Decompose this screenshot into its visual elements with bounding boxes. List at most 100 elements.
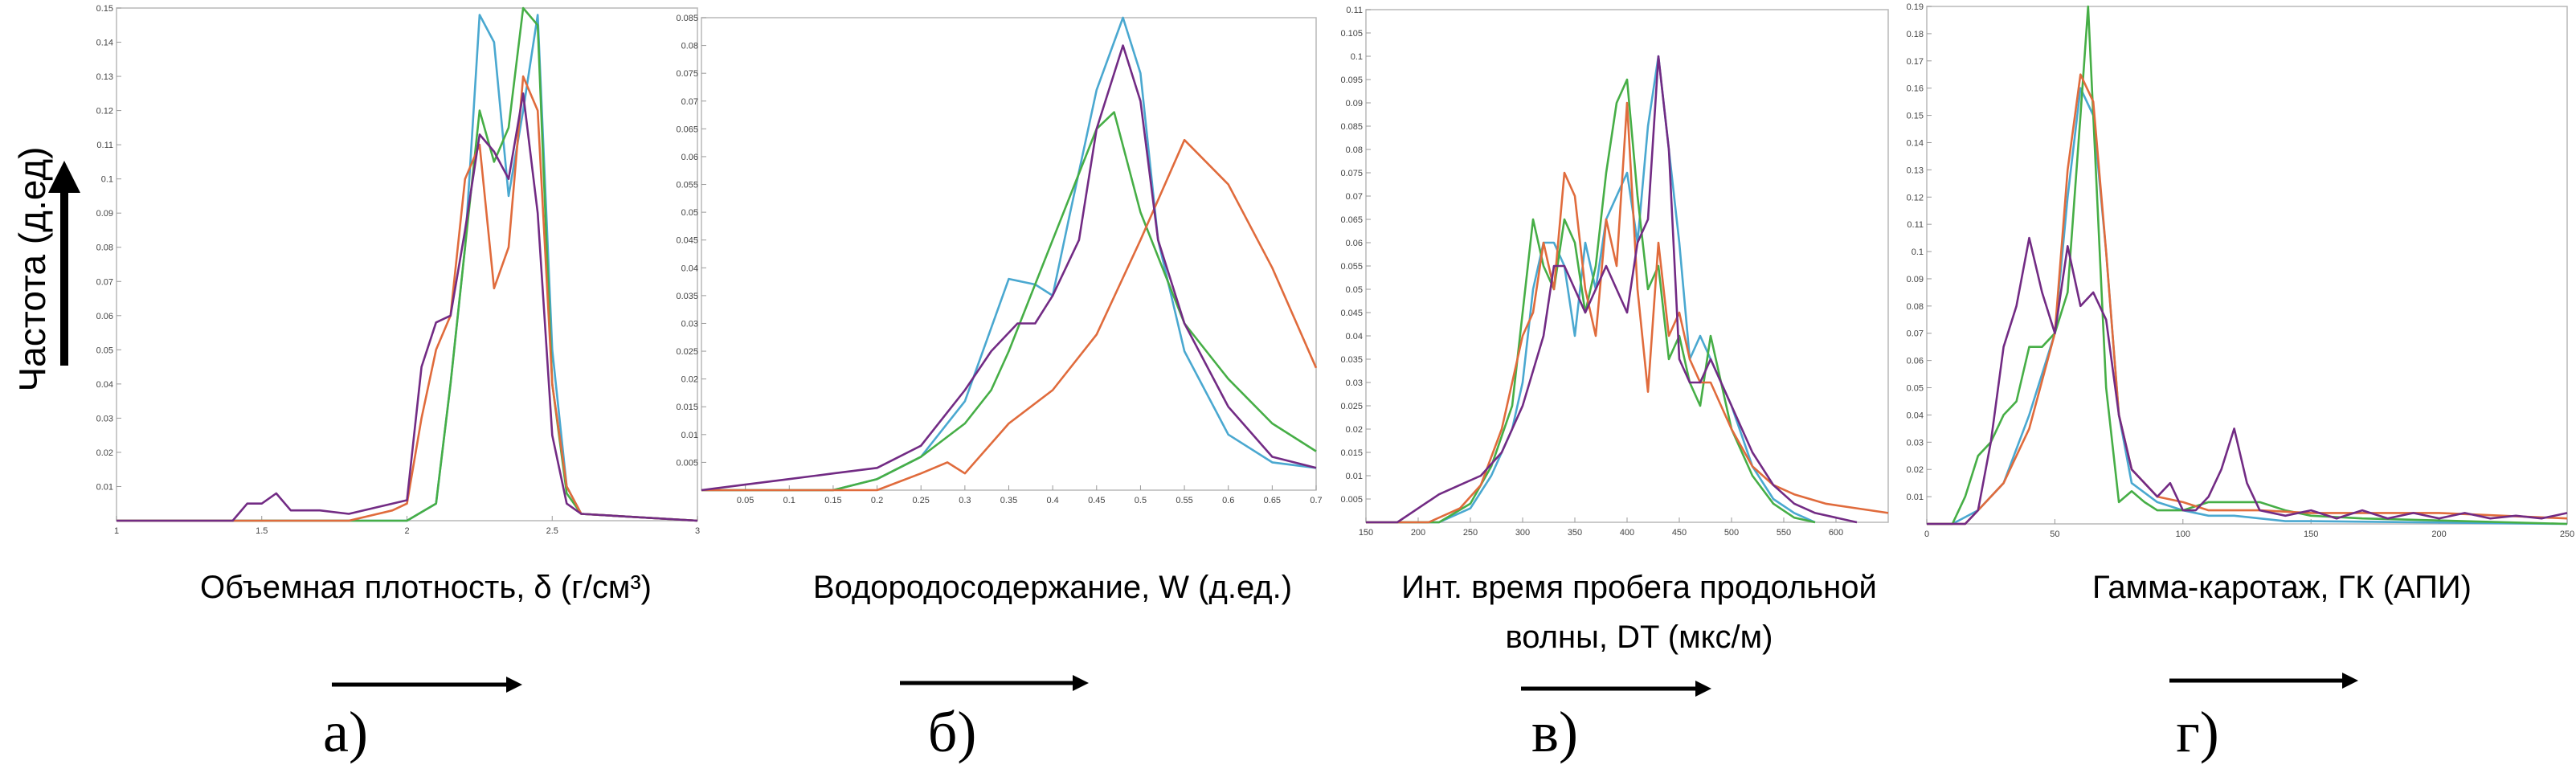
x-tick-label: 450 (1672, 528, 1687, 538)
panel-c-label: в) (1531, 700, 1578, 764)
series-line-2 (1366, 78, 1816, 524)
y-tick-label: 0.07 (96, 277, 113, 287)
y-tick-label: 0.08 (1907, 302, 1924, 312)
y-tick-label: 0.015 (1340, 448, 1363, 458)
y-tick-label: 0.095 (1340, 76, 1363, 85)
y-tick-label: 0.055 (1340, 262, 1363, 272)
x-tick-label: 0.1 (783, 496, 795, 505)
y-tick-label: 0.035 (1340, 355, 1363, 365)
y-tick-label: 0.025 (676, 347, 698, 357)
y-tick-label: 0.04 (1907, 411, 1924, 420)
x-tick-label: 200 (1411, 528, 1425, 538)
y-tick-label: 0.01 (96, 482, 113, 492)
series-line-4 (701, 44, 1317, 492)
panel-d: 0.01 0.02 0.03 0.04 0.05 0.06 0.07 0.08 0.09 0.1 0… (1907, 2, 2575, 539)
y-tick-label: 0.015 (676, 403, 698, 412)
y-tick-label: 0.13 (1907, 166, 1924, 175)
series-line-3 (701, 138, 1318, 492)
y-tick-label: 0.14 (96, 39, 113, 48)
series-line-4 (1366, 55, 1858, 524)
x-tick-label: 100 (2176, 530, 2190, 539)
x-tick-label: 3 (695, 526, 700, 536)
y-tick-label: 0.055 (676, 181, 698, 190)
y-tick-label: 0.06 (1346, 239, 1363, 248)
x-tick-label: 550 (1777, 528, 1791, 538)
y-tick-label: 0.09 (96, 209, 113, 219)
panel-a-x-axis-title: Объемная плотность, δ (г/см³) (200, 570, 652, 605)
y-tick-label: 0.03 (1907, 438, 1924, 448)
y-tick-label: 0.04 (1346, 332, 1363, 342)
x-tick-label: 500 (1724, 528, 1739, 538)
y-tick-label: 0.04 (681, 264, 698, 273)
x-tick-label: 300 (1515, 528, 1530, 538)
panel-b-frame (701, 17, 1317, 491)
y-tick-label: 0.15 (96, 4, 113, 14)
x-tick-label: 0.3 (959, 496, 971, 505)
y-tick-label: 0.06 (681, 153, 698, 162)
x-tick-label: 0 (1924, 530, 1929, 539)
y-tick-label: 0.08 (1346, 145, 1363, 155)
y-tick-label: 0.12 (1907, 193, 1924, 202)
y-tick-label: 0.065 (1340, 215, 1363, 225)
y-tick-label: 0.02 (681, 375, 698, 385)
y-tick-label: 0.075 (676, 69, 698, 79)
panel-c-x-axis-title: Инт. время пробега продольной волны, DT … (1401, 570, 1877, 655)
panel-b-label: б) (927, 700, 977, 764)
y-tick-label: 0.105 (1340, 29, 1363, 39)
panel-c-frame (1365, 9, 1889, 523)
y-tick-label: 0.03 (96, 414, 113, 423)
y-tick-label: 0.05 (96, 346, 113, 355)
x-tick-label: 0.45 (1088, 496, 1105, 505)
x-tick-label: 0.2 (871, 496, 883, 505)
y-tick-label: 0.085 (676, 14, 698, 23)
y-tick-label: 0.17 (1907, 57, 1924, 67)
x-tick-label: 2.5 (546, 526, 558, 536)
y-tick-label: 0.075 (1340, 169, 1363, 178)
x-tick-label: 50 (2050, 530, 2059, 539)
y-tick-label: 0.05 (1907, 384, 1924, 394)
x-tick-label: 250 (1463, 528, 1478, 538)
panel-b-x-axis-title: Водородосодержание, W (д.ед.) (812, 570, 1293, 605)
x-tick-label: 1.5 (256, 526, 268, 536)
y-tick-label: 0.03 (1346, 378, 1363, 388)
panel-a-frame (116, 7, 698, 521)
y-tick-label: 0.09 (1346, 99, 1363, 108)
series-line-2 (701, 111, 1317, 492)
series-line-4 (117, 92, 698, 522)
y-tick-label: 0.06 (1907, 357, 1924, 366)
x-tick-label: 0.7 (1310, 496, 1322, 505)
panel-b: 0.005 0.01 0.015 0.02 0.025 0.03 0.035 0.04 0.04… (676, 14, 1322, 505)
x-tick-label: 200 (2431, 530, 2446, 539)
y-tick-label: 0.02 (1907, 465, 1924, 475)
series-line-3 (1366, 101, 1889, 524)
x-tick-label: 150 (1359, 528, 1373, 538)
y-tick-label: 0.06 (96, 312, 113, 321)
series-line-2 (1927, 5, 2568, 526)
x-tick-label: 150 (2304, 530, 2318, 539)
y-tick-label: 0.085 (1340, 122, 1363, 132)
y-tick-label: 0.1 (101, 175, 113, 185)
x-tick-label: 0.35 (1000, 496, 1017, 505)
y-tick-label: 0.03 (681, 319, 698, 329)
y-tick-label: 0.01 (1907, 493, 1924, 502)
y-tick-label: 0.005 (676, 458, 698, 468)
y-tick-label: 0.09 (1907, 275, 1924, 284)
x-tick-label: 350 (1568, 528, 1582, 538)
y-tick-label: 0.1 (1351, 52, 1363, 62)
y-tick-label: 0.05 (1346, 285, 1363, 295)
x-tick-label: 400 (1620, 528, 1634, 538)
y-tick-label: 0.12 (96, 107, 113, 117)
y-tick-label: 0.14 (1907, 138, 1924, 148)
y-tick-label: 0.11 (1907, 220, 1924, 230)
x-tick-label: 0.25 (913, 496, 930, 505)
y-tick-label: 0.02 (96, 448, 113, 458)
y-tick-label: 0.04 (96, 380, 113, 390)
y-tick-label: 0.07 (681, 97, 698, 107)
y-tick-label: 0.07 (1346, 192, 1363, 202)
x-tick-label: 0.6 (1222, 496, 1234, 505)
y-tick-label: 0.07 (1907, 329, 1924, 339)
panel-d-x-axis-title: Гамма-каротаж, ГК (АПИ) (2091, 570, 2472, 605)
x-tick-label: 1 (114, 526, 119, 536)
